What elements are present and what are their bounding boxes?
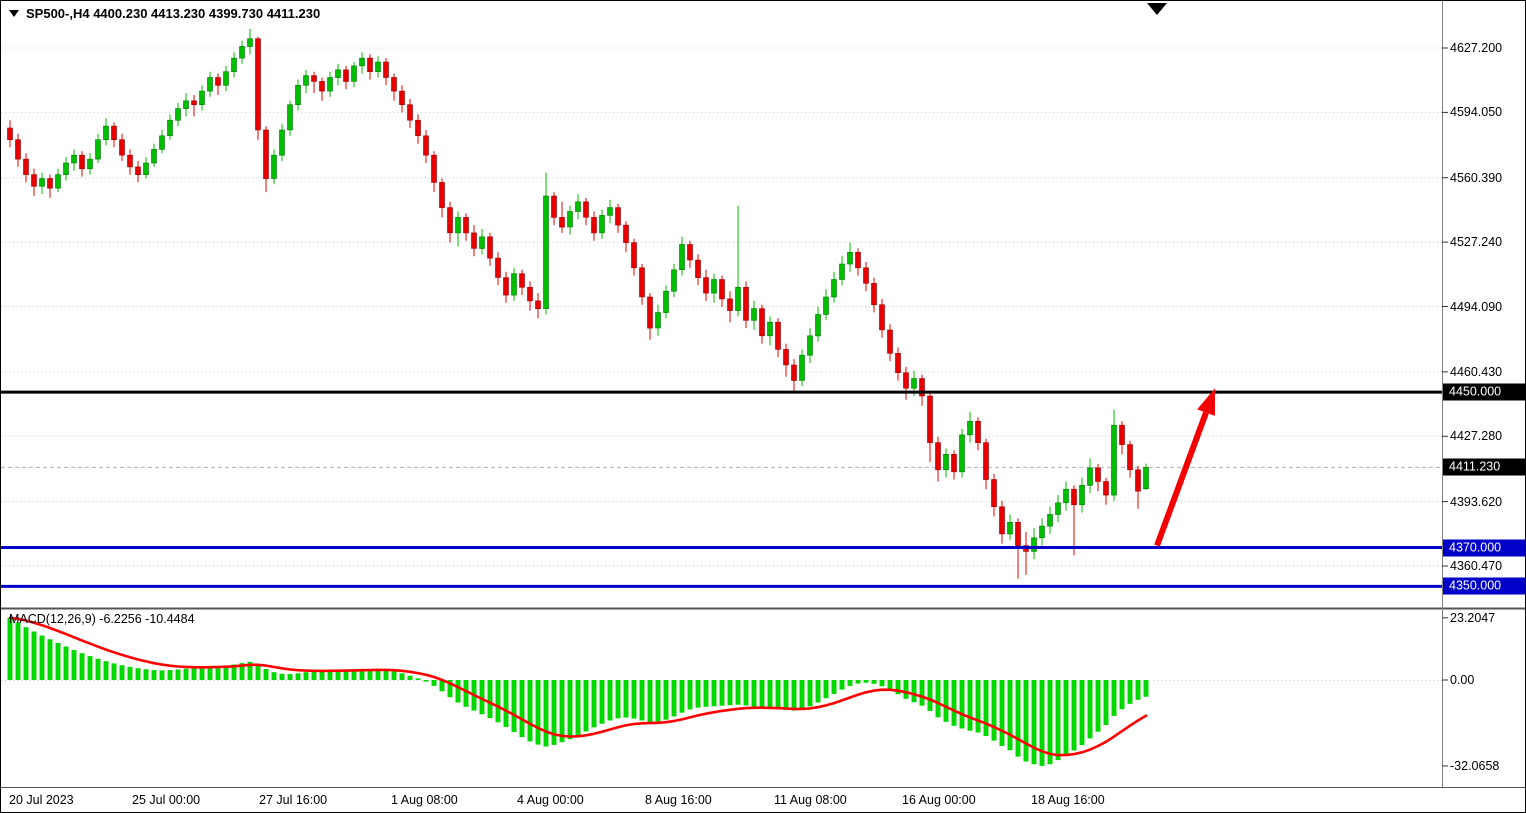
symbol-info: SP500-,H4 4400.230 4413.230 4399.730 441… <box>9 6 320 21</box>
price-tag: 4411.230 <box>1443 458 1525 476</box>
price-axis-label: 4627.200 <box>1450 41 1503 55</box>
time-axis-label: 18 Aug 16:00 <box>1031 793 1105 807</box>
macd-axis-label: -32.0658 <box>1450 758 1500 773</box>
horizontal-price-lines[interactable] <box>1 390 1442 588</box>
price-axis-label: 4594.050 <box>1450 105 1503 120</box>
pane-separators <box>1 1 1525 793</box>
symbol-marker-icon[interactable] <box>9 10 19 17</box>
scroll-to-end-icon[interactable] <box>1147 3 1167 15</box>
time-axis-label: 8 Aug 16:00 <box>645 793 712 807</box>
price-axis-label: 4460.430 <box>1450 364 1503 379</box>
price-axis-label: 4494.090 <box>1450 299 1503 314</box>
macd-axis-label: 0.00 <box>1450 673 1475 687</box>
time-axis-label: 4 Aug 00:00 <box>517 793 584 807</box>
macd-axis-label: 23.2047 <box>1450 610 1496 625</box>
price-axis-label: 4527.240 <box>1450 235 1503 250</box>
symbol-ohlc-text: SP500-,H4 4400.230 4413.230 4399.730 441… <box>26 6 321 21</box>
price-axis[interactable]: 4627.200 4594.050 4560.390 4527.240 4494.090… <box>1442 1 1525 787</box>
macd-indicator-label: MACD(12,26,9) -6.2256 -10.4484 <box>9 612 195 626</box>
price-axis-label: 4560.390 <box>1450 170 1503 185</box>
time-axis-label: 20 Jul 2023 <box>9 793 74 807</box>
time-axis-label: 16 Aug 00:00 <box>902 793 976 807</box>
price-tag: 4450.000 <box>1443 383 1525 401</box>
trend-arrow-annotation[interactable] <box>1154 388 1215 547</box>
macd-signal-line <box>8 616 1148 757</box>
time-axis-label: 1 Aug 08:00 <box>391 793 458 807</box>
price-axis-label: 4393.620 <box>1450 494 1503 509</box>
price-axis-label: 4360.470 <box>1450 559 1503 574</box>
time-axis-label: 27 Jul 16:00 <box>259 793 328 807</box>
time-axis[interactable]: 20 Jul 2023 25 Jul 00:00 27 Jul 16:00 1 Aug… <box>1 788 1525 812</box>
time-axis-label: 11 Aug 08:00 <box>774 793 847 807</box>
macd-histogram <box>7 617 1149 766</box>
time-axis-label: 25 Jul 00:00 <box>132 793 201 807</box>
price-axis-label: 4427.280 <box>1450 429 1503 444</box>
price-tag: 4350.000 <box>1443 577 1525 595</box>
candlesticks <box>7 29 1149 579</box>
price-tag: 4370.000 <box>1443 539 1525 556</box>
